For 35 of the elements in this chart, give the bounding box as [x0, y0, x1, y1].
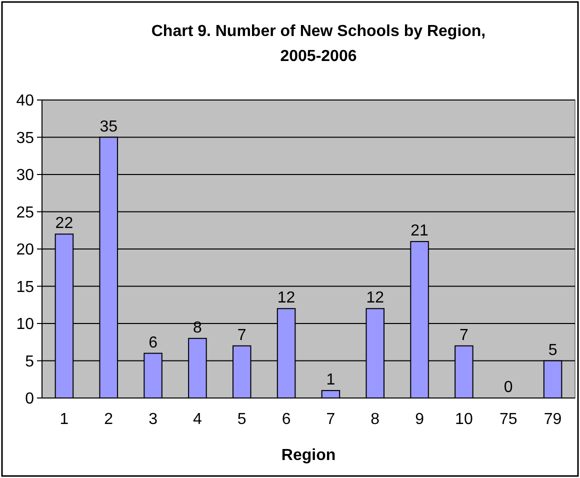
- data-label: 5: [548, 342, 558, 359]
- x-axis-title: Region: [281, 447, 336, 464]
- data-label: 1: [326, 372, 336, 389]
- data-label: 35: [100, 118, 118, 136]
- x-tick-label: 10: [455, 411, 473, 428]
- y-tick-label: 35: [16, 130, 34, 147]
- y-tick-label: 20: [16, 242, 34, 259]
- data-label: 6: [148, 334, 158, 352]
- y-tick-label: 25: [16, 204, 34, 222]
- y-tick-label: 0: [25, 390, 34, 408]
- y-tick-label: 30: [16, 167, 34, 184]
- y-tick-label: 5: [25, 353, 34, 370]
- data-label: 0: [504, 379, 513, 396]
- x-tick-label: 6: [282, 411, 291, 428]
- y-tick-label: 10: [16, 316, 34, 334]
- x-tick-label: 9: [415, 411, 424, 428]
- x-tick-label: 79: [544, 411, 562, 428]
- data-label: 7: [460, 326, 469, 344]
- y-tick-label: 15: [16, 278, 34, 296]
- data-label: 12: [366, 290, 384, 307]
- data-label: 7: [237, 326, 246, 344]
- x-tick-label: 5: [237, 411, 246, 428]
- x-tick-label: 1: [60, 411, 69, 428]
- x-tick-label: 4: [193, 411, 202, 428]
- chart-title: Chart 9. Number of New Schools by Region, 2005-2006: [151, 23, 486, 65]
- x-tick-label: 7: [326, 411, 336, 428]
- x-tick-label: 8: [370, 411, 380, 428]
- bar: [321, 390, 340, 398]
- data-label: 21: [410, 222, 429, 240]
- data-label: 12: [277, 290, 296, 307]
- x-tick-label: 75: [499, 411, 518, 428]
- data-label: 22: [55, 215, 74, 232]
- y-tick-label: 40: [16, 92, 34, 110]
- x-tick-label: 3: [148, 411, 158, 428]
- x-tick-label: 2: [104, 411, 114, 428]
